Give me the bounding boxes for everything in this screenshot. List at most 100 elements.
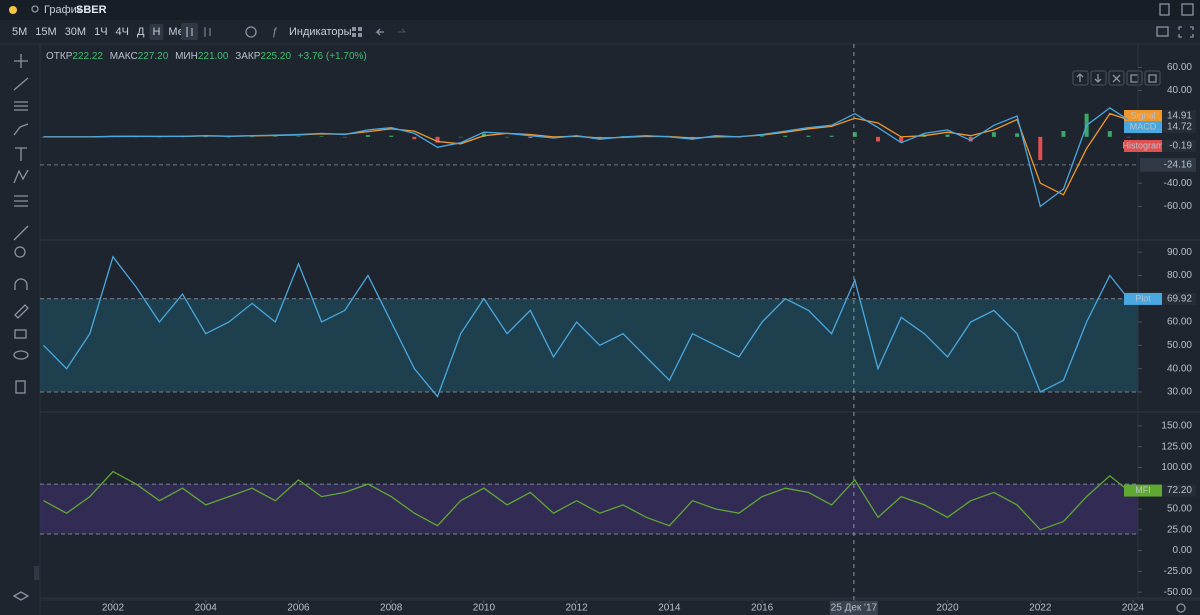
y-tick-label: 25.00 — [1167, 524, 1192, 535]
interval-group: 5M 15M 30M 1Ч 4Ч Д Н Мес — [12, 24, 190, 40]
series-line — [43, 470, 1129, 531]
x-tick-label: 2024 — [1122, 603, 1145, 614]
crosshair-label: 25 Дек '17 — [831, 603, 878, 614]
brush-tool[interactable] — [13, 123, 29, 136]
ohlc-label: ЗАКР — [235, 51, 261, 62]
interval-button[interactable]: Д — [137, 26, 145, 38]
histogram-bar — [1038, 136, 1043, 161]
share-icon[interactable] — [1159, 3, 1170, 16]
collapse-button[interactable] — [34, 566, 39, 580]
screenshot-icon[interactable] — [1156, 26, 1169, 37]
indicators-button[interactable]: Индикаторы — [289, 26, 352, 38]
histogram-bar — [1061, 131, 1066, 137]
layout-icon[interactable] — [352, 33, 356, 37]
y-tick-label: 100.00 — [1161, 462, 1192, 473]
header-title: График — [44, 4, 82, 16]
pattern-tool[interactable] — [13, 169, 29, 184]
maximize-pane-button[interactable] — [1144, 70, 1161, 86]
interval-button[interactable]: 15M — [35, 26, 56, 38]
close-pane-button[interactable] — [1108, 70, 1125, 86]
search-icon[interactable] — [31, 5, 39, 13]
settings-icon[interactable] — [1176, 603, 1186, 613]
histogram-bar — [389, 135, 394, 137]
ohlc-label: МАКС — [110, 51, 138, 62]
window-icon[interactable] — [1181, 3, 1194, 16]
histogram-bar — [806, 135, 811, 137]
ohlc-row: ОТКР222.22 МАКС227.20 МИН221.00 ЗАКР225.… — [46, 51, 367, 62]
x-tick-label: 2008 — [380, 603, 403, 614]
histogram-bar — [829, 135, 834, 137]
x-tick-label: 2012 — [566, 603, 589, 614]
chart-type-button[interactable] — [181, 23, 198, 40]
layout-icon[interactable] — [352, 27, 356, 31]
candle-icon[interactable] — [204, 27, 211, 37]
histogram-bar — [435, 136, 440, 143]
y-tick-label: -40.00 — [1164, 178, 1193, 189]
collapse-pane-button[interactable] — [1126, 70, 1143, 86]
histogram-bar — [1126, 136, 1131, 138]
title-bar — [0, 0, 1200, 20]
delete-tool[interactable] — [15, 380, 26, 394]
crosshair-tag — [829, 601, 878, 615]
measure-tool[interactable] — [14, 195, 28, 207]
line-tool[interactable] — [13, 77, 29, 91]
text-tool[interactable] — [15, 147, 27, 161]
histogram-bar — [319, 136, 324, 137]
fullscreen-icon[interactable] — [1178, 26, 1194, 38]
series-name: MFI — [1135, 485, 1151, 495]
redo-icon[interactable] — [398, 28, 407, 33]
zoom-tool[interactable] — [14, 246, 26, 258]
band-fill — [40, 298, 1138, 392]
histogram-bar — [505, 136, 510, 138]
layout-icon[interactable] — [358, 33, 362, 37]
histogram-bar — [41, 136, 46, 138]
series-value: -0.19 — [1169, 141, 1192, 152]
interval-button[interactable]: 5M — [12, 26, 27, 38]
fib-tool[interactable] — [14, 101, 28, 111]
lock-draw-tool[interactable] — [14, 304, 29, 319]
level-label: -24.16 — [1164, 160, 1193, 171]
ohlc-value: 227.20 — [138, 51, 169, 62]
series-value-tag — [1162, 121, 1196, 133]
series-name: Signal — [1130, 110, 1155, 120]
fx-icon[interactable]: ƒ — [272, 26, 278, 38]
undo-icon[interactable] — [375, 28, 384, 36]
interval-button[interactable]: 30M — [65, 26, 86, 38]
series-value-tag — [1162, 110, 1196, 122]
ruler-tool[interactable] — [13, 225, 29, 241]
series-name: Histogram — [1122, 140, 1163, 150]
y-tick-label: 40.00 — [1167, 85, 1192, 96]
histogram-bar — [945, 134, 950, 137]
move-up-button[interactable] — [1072, 70, 1089, 86]
interval-active — [149, 24, 164, 40]
header-symbol[interactable]: SBER — [76, 4, 107, 16]
layers-tool[interactable] — [12, 591, 30, 601]
y-tick-label: 80.00 — [1167, 270, 1192, 281]
ohlc-label: ОТКР — [46, 51, 73, 62]
crosshair-tool[interactable] — [14, 54, 28, 68]
series-name-tag — [1124, 484, 1162, 497]
histogram-bar — [1015, 133, 1020, 137]
eye-tool[interactable] — [13, 350, 29, 360]
histogram-bar — [365, 135, 370, 137]
histogram-bar — [1107, 131, 1112, 137]
ohlc-label: МИН — [175, 51, 198, 62]
interval-button[interactable]: 4Ч — [116, 26, 129, 38]
lock-tool[interactable] — [14, 329, 27, 339]
magnet-tool[interactable] — [14, 278, 28, 290]
ohlc-value: 222.22 — [72, 51, 103, 62]
interval-button[interactable]: 1Ч — [94, 26, 107, 38]
y-tick-label: 50.00 — [1167, 504, 1192, 515]
move-down-button[interactable] — [1090, 70, 1107, 86]
layout-icon[interactable] — [358, 27, 362, 31]
interval-button[interactable]: Н — [152, 26, 160, 38]
series-line — [43, 107, 1129, 208]
histogram-bar — [760, 136, 765, 137]
y-tick-label: 125.00 — [1161, 441, 1192, 452]
x-tick-label: 2016 — [751, 603, 774, 614]
histogram-bar — [991, 132, 996, 137]
add-icon[interactable] — [245, 26, 257, 38]
histogram-bar — [226, 136, 231, 138]
arrow-icon — [1094, 74, 1102, 83]
